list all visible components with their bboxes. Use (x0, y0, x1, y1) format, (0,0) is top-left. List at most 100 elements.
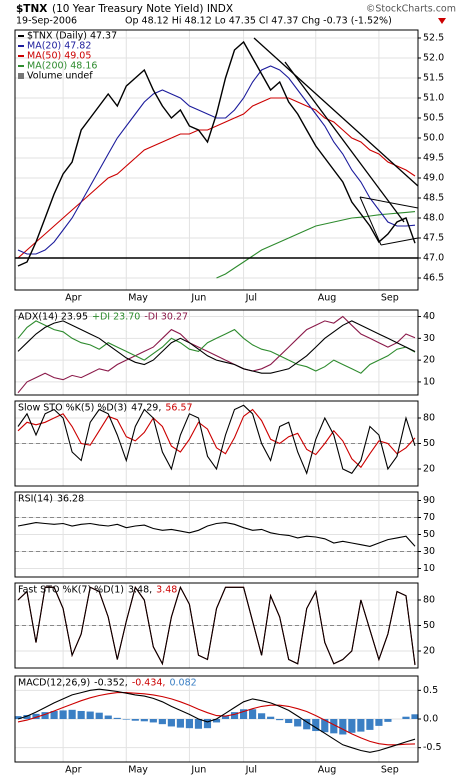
histogram-bar (221, 716, 230, 719)
histogram-bar (384, 719, 392, 722)
x-tick-label: Jun (190, 293, 206, 304)
y-tick-label: 50.0 (423, 133, 444, 144)
x-tick-label: Jul (245, 293, 257, 304)
y-tick-label: 10 (423, 376, 435, 387)
histogram-bar (59, 710, 67, 719)
histogram-bar (113, 717, 121, 719)
series-line (17, 320, 416, 374)
histogram-bar (366, 719, 374, 730)
panel-frame (14, 309, 419, 396)
y-tick-label: 47.5 (423, 233, 444, 244)
series-line (17, 97, 416, 259)
histogram-bar (303, 719, 311, 730)
y-tick-label: 10 (423, 563, 435, 574)
panel-title: MACD(12,26,9) (18, 678, 90, 689)
histogram-bar (339, 719, 347, 735)
histogram-bar (32, 713, 40, 719)
y-tick-label: 40 (423, 311, 435, 322)
histogram-bar (258, 713, 266, 719)
histogram-bar (330, 719, 338, 734)
histogram-bar (185, 719, 194, 729)
y-tick-label: 70 (423, 512, 435, 523)
trendline (359, 196, 382, 246)
legend-value: 23.95 (61, 312, 88, 323)
plots: 46.5 47.0 47.5 48.0 48.5 49.0 49.5 50.0 50.5 51.0… (14, 29, 444, 776)
histogram-bar (95, 712, 103, 719)
panel-title: Fast STO %K(7) %D(1) (18, 585, 124, 596)
trendline (380, 237, 419, 246)
histogram-bar (321, 719, 329, 733)
x-tick-label: Jun (190, 765, 206, 776)
y-tick-label: 0.5 (423, 685, 438, 696)
series-line (17, 408, 416, 469)
y-tick-label: 50.5 (423, 113, 444, 124)
x-tick-label: Aug (318, 293, 337, 304)
histogram-bar (176, 719, 184, 728)
trendlines (15, 37, 419, 259)
histogram-bar (68, 709, 76, 719)
date: 19-Sep-2006 (16, 16, 77, 27)
brand: ©StockCharts.com (366, 4, 456, 15)
y-tick-label: 51.5 (423, 73, 444, 84)
y-tick-label: 0.0 (423, 714, 438, 725)
histogram-bar (285, 719, 293, 724)
y-tick-label: 80 (423, 595, 435, 606)
legend-value: 3.48 (156, 585, 177, 596)
trendline (284, 61, 405, 223)
panel-frame (14, 400, 419, 487)
x-tick-label: Apr (65, 765, 82, 776)
y-tick-label: 49.0 (423, 173, 444, 184)
security-name: (10 Year Treasury Note Yield) INDX (52, 3, 233, 15)
volume-label: Volume undef (27, 71, 93, 82)
histogram-bar (276, 719, 284, 721)
histogram-bar (14, 716, 22, 719)
histogram-bar (312, 719, 320, 732)
legend-value: 0.082 (169, 678, 196, 689)
legend-swatch (18, 73, 24, 79)
series-line (17, 688, 416, 753)
quote: Op 48.12 Hi 48.12 Lo 47.35 Cl 47.37 Chg … (125, 16, 392, 27)
legend-value: 47.29, (131, 403, 161, 414)
histogram-bar (131, 719, 139, 721)
series-line (17, 522, 416, 547)
y-tick-label: 30 (423, 546, 435, 557)
x-tick-label: Sep (381, 765, 399, 776)
legend-name: MA(50) (27, 51, 61, 62)
legend-value: 49.05 (64, 51, 91, 62)
histogram-bar (23, 714, 31, 719)
y-tick-label: 46.5 (423, 273, 444, 284)
x-tick-label: Apr (65, 293, 82, 304)
x-tick-label: May (128, 765, 148, 776)
x-tick-label: Sep (381, 293, 399, 304)
symbol: $TNX (16, 3, 47, 15)
legend-name: -DI (144, 312, 158, 323)
panel-frame (14, 675, 419, 763)
trendline (359, 196, 419, 209)
histogram-bar (411, 714, 419, 719)
y-tick-label: 47.0 (423, 253, 444, 264)
panel-title: Slow STO %K(5) %D(3) (18, 403, 127, 414)
panel-title: RSI(14) (18, 494, 53, 505)
series-line (17, 65, 416, 255)
series-line (17, 40, 416, 267)
y-tick-label: 50 (423, 620, 435, 631)
histogram-bar (41, 712, 49, 719)
legend-name: MA(200) (27, 61, 67, 72)
series-line (17, 404, 416, 475)
x-tick-label: May (128, 293, 148, 304)
histogram-bar (230, 712, 239, 719)
legend-value: -0.352, (94, 678, 128, 689)
histogram-bar (194, 719, 203, 729)
y-tick-label: 30 (423, 333, 435, 344)
panel-frame (14, 29, 419, 291)
legend-name: +DI (92, 312, 110, 323)
y-tick-label: 50 (423, 529, 435, 540)
histogram-bar (77, 710, 85, 719)
y-tick-label: 20 (423, 464, 435, 475)
panel-background (15, 30, 418, 290)
histogram-bar (140, 719, 148, 722)
y-tick-label: 48.0 (423, 213, 444, 224)
histogram-bar (104, 715, 112, 719)
histogram-bar (212, 719, 221, 723)
